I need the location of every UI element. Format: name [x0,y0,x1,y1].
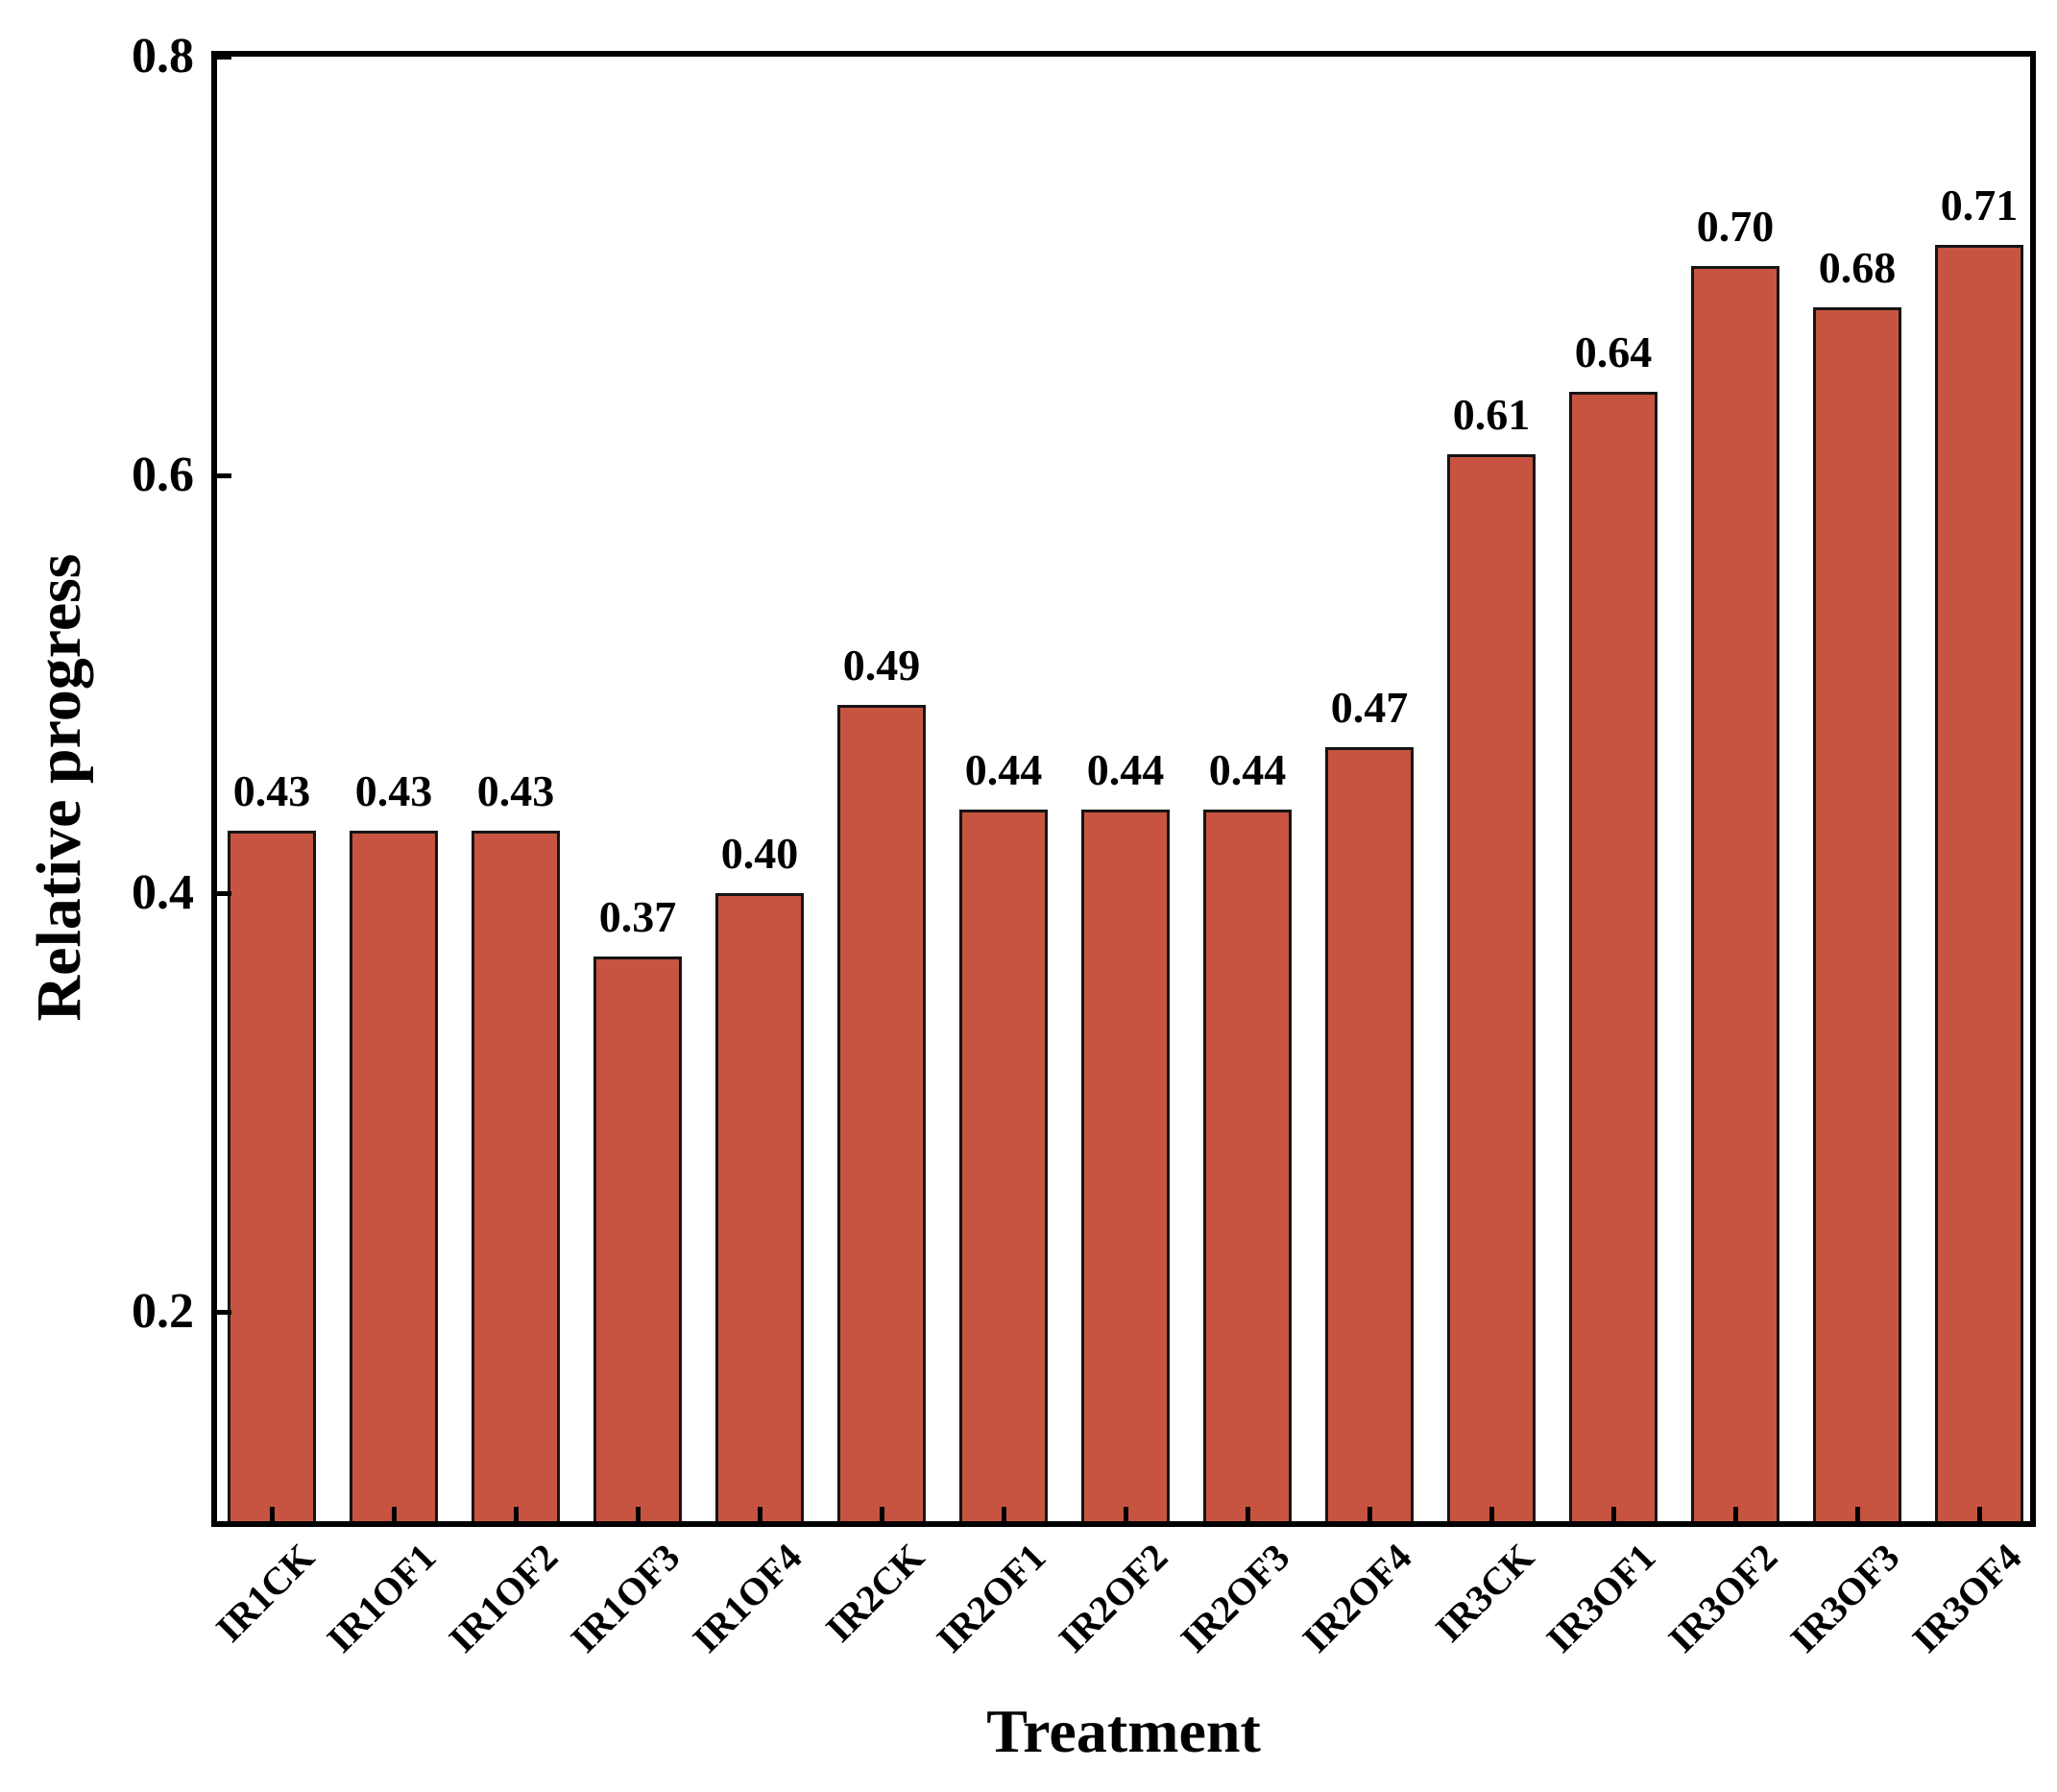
bar [837,705,926,1521]
x-tick [1611,1507,1616,1521]
y-tick-label: 0.8 [132,29,194,84]
x-tick-label: IR1OF3 [562,1535,689,1661]
bar [1813,307,1901,1521]
bar-value-label: 0.64 [1574,327,1653,376]
x-tick [1733,1507,1738,1521]
x-tick [1002,1507,1006,1521]
bar [472,831,560,1521]
x-tick [1855,1507,1860,1521]
y-tick [217,891,231,897]
bar [1081,810,1170,1521]
x-tick-label: IR3OF2 [1659,1535,1786,1661]
x-tick [270,1507,275,1521]
bar [1203,810,1292,1521]
bar-value-label: 0.61 [1452,389,1531,439]
x-tick [514,1507,519,1521]
y-tick-label: 0.4 [132,865,194,921]
x-tick-label: IR1OF4 [684,1535,811,1661]
bar [959,810,1048,1521]
x-tick-label: IR1OF1 [318,1535,445,1661]
x-tick [880,1507,884,1521]
bar [1691,265,1779,1521]
bar-value-label: 0.71 [1940,181,2019,230]
x-tick-label: IR2OF1 [928,1535,1054,1661]
y-tick [217,472,231,478]
bar-value-label: 0.43 [476,766,555,816]
x-tick-label: IR3CK [1426,1535,1542,1651]
x-tick-label: IR2CK [816,1535,932,1651]
x-tick-label: IR2OF3 [1172,1535,1298,1661]
x-tick [1977,1507,1982,1521]
y-tick-label: 0.6 [132,447,194,502]
bar [1325,746,1414,1521]
y-tick-label: 0.2 [132,1284,194,1340]
bar-value-label: 0.70 [1696,201,1775,251]
bar-value-label: 0.44 [964,745,1043,795]
x-tick [636,1507,641,1521]
y-tick [217,55,231,60]
x-tick-label: IR3OF3 [1781,1535,1908,1661]
bar-value-label: 0.68 [1818,243,1897,293]
bar [593,956,682,1521]
bar [1569,391,1658,1521]
bar [350,831,438,1521]
y-axis-title: Relative progress [24,553,94,1022]
x-tick [1124,1507,1128,1521]
bar-value-label: 0.49 [842,641,921,690]
x-tick-label: IR2OF4 [1294,1535,1420,1661]
x-tick-label: IR2OF2 [1050,1535,1176,1661]
bar-value-label: 0.40 [720,829,799,879]
chart-plot-area [211,51,2036,1527]
bar-value-label: 0.37 [598,891,677,941]
x-tick-label: IR1OF2 [440,1535,567,1661]
y-tick [217,1310,231,1316]
bar-value-label: 0.47 [1330,682,1409,732]
bar-value-label: 0.43 [232,766,311,816]
x-tick [1246,1507,1250,1521]
bar [1935,245,2023,1521]
x-tick [1367,1507,1372,1521]
x-tick [1489,1507,1494,1521]
x-tick [392,1507,397,1521]
bar [1447,453,1536,1521]
x-axis-title: Treatment [986,1697,1261,1765]
x-tick-label: IR3OF4 [1903,1535,2030,1661]
bar-value-label: 0.44 [1086,745,1165,795]
bar-value-label: 0.43 [354,766,433,816]
bar-value-label: 0.44 [1208,745,1287,795]
x-tick [758,1507,762,1521]
bar [715,893,804,1521]
x-tick-label: IR3OF1 [1537,1535,1664,1661]
bar [228,831,316,1521]
x-tick-label: IR1CK [206,1535,323,1651]
